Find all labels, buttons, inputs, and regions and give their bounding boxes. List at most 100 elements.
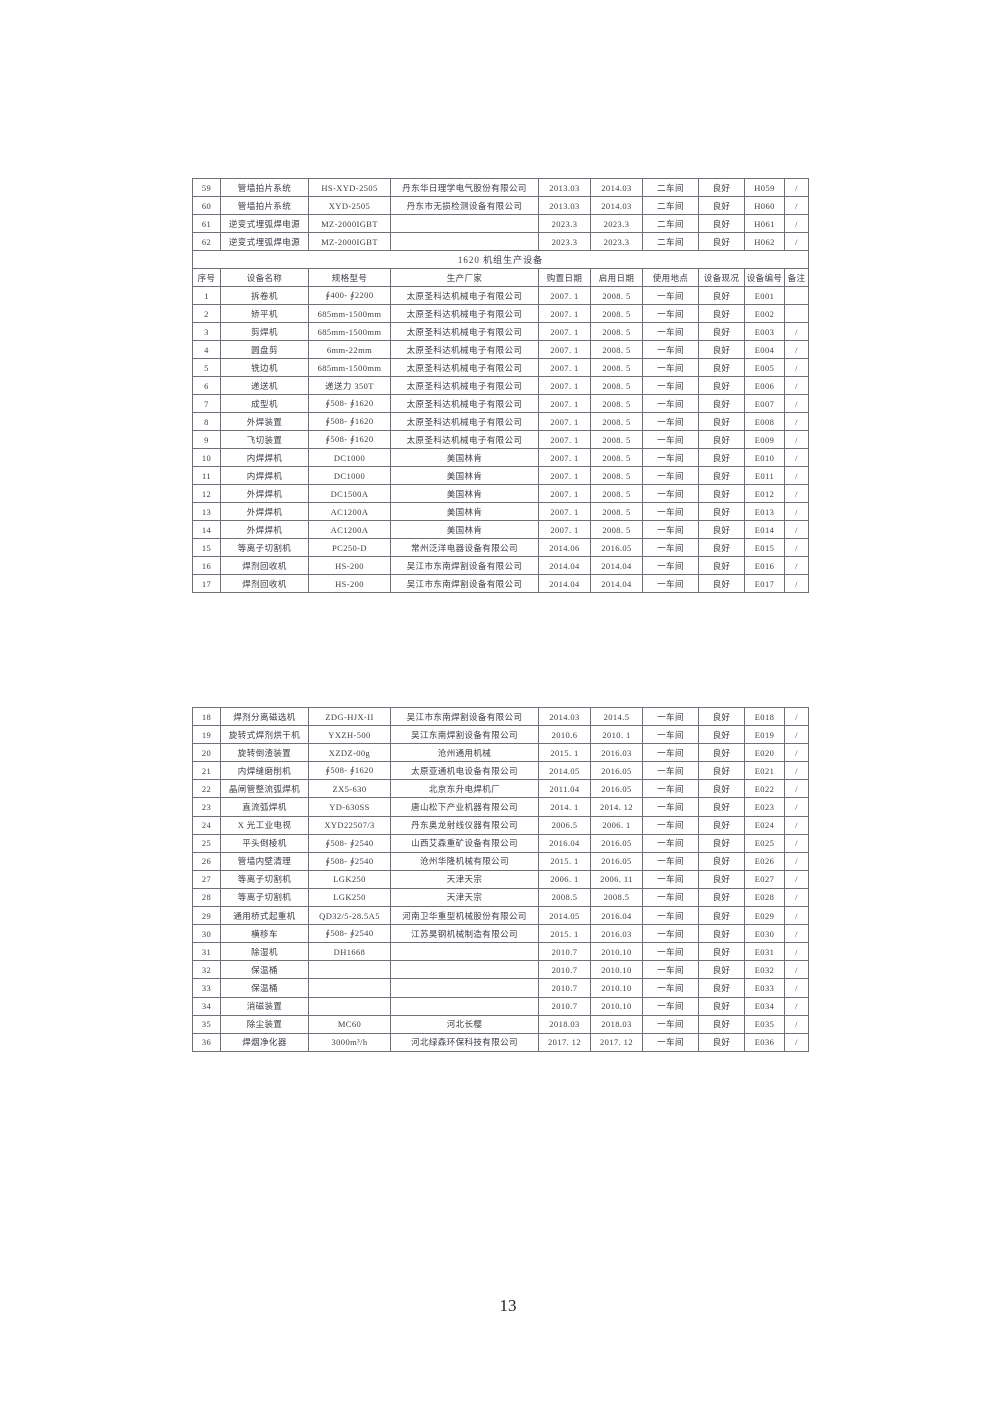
table-cell: 良好 xyxy=(698,322,745,341)
table-cell: / xyxy=(784,394,809,413)
table-cell: 24 xyxy=(192,815,221,835)
table-cell: 良好 xyxy=(698,797,745,817)
table-cell: 一车间 xyxy=(642,869,699,889)
table-cell: 2006. 11 xyxy=(590,869,643,889)
table-cell: 二车间 xyxy=(642,232,699,251)
table-cell: E013 xyxy=(744,502,785,521)
table-cell xyxy=(308,960,391,980)
table-cell: 管墙拍片系统 xyxy=(220,196,309,215)
table-cell: LGK250 xyxy=(308,887,391,908)
table-cell: 26 xyxy=(192,851,221,871)
table-cell: 良好 xyxy=(698,178,745,197)
table-cell: 2010.7 xyxy=(538,960,591,980)
table-cell: H059 xyxy=(744,178,785,197)
table-cell: 2008. 5 xyxy=(590,484,643,503)
table-cell: 2014.03 xyxy=(538,706,591,727)
table-cell: 一车间 xyxy=(642,833,699,853)
table-cell: 良好 xyxy=(698,1032,745,1052)
table-cell: 常州泛洋电器设备有限公司 xyxy=(390,538,539,557)
table-cell: 良好 xyxy=(698,887,745,908)
table-cell: 一车间 xyxy=(642,430,699,449)
table-cell: 良好 xyxy=(698,706,745,727)
table-cell: 良好 xyxy=(698,430,745,449)
table-row: 5 铣边机 685mm-1500mm 太原圣科达机械电子有限公司 2007. 1 2008… xyxy=(192,358,809,377)
table-cell: 一车间 xyxy=(642,779,699,799)
table-cell: 管墙内壁清理 xyxy=(220,851,309,871)
table-cell: 一车间 xyxy=(642,996,699,1016)
table-cell: 2007. 1 xyxy=(538,520,591,539)
table-row: 22 晶闸管整流弧焊机 ZX5-630 北京东升电焊机厂 2011.04 2016.05 一… xyxy=(192,779,809,799)
table-cell: 23 xyxy=(192,797,221,817)
table-cell: 一车间 xyxy=(642,412,699,431)
table-cell: 一车间 xyxy=(642,394,699,413)
table-cell: E029 xyxy=(744,906,785,926)
table-row: 19 旋转式焊剂烘干机 YXZH-500 吴江东南焊割设备有限公司 2010.6 2010… xyxy=(192,725,809,745)
table-cell: 2014.06 xyxy=(538,538,591,557)
table-cell: / xyxy=(784,538,809,557)
table-cell: 太原圣科达机械电子有限公司 xyxy=(390,340,539,359)
column-header: 生产厂家 xyxy=(390,268,539,287)
header-row: 序号 设备名称 规格型号 生产厂家 购置日期 启用日期 使用地点 设备现况 设备编号 备注 xyxy=(192,268,809,287)
table-cell: 2014. 12 xyxy=(590,797,643,817)
table-cell: 焊剂回收机 xyxy=(220,556,309,575)
table-cell: 2015. 1 xyxy=(538,743,591,763)
table-cell: 2014.03 xyxy=(590,196,643,215)
table-cell: 一车间 xyxy=(642,556,699,575)
table-cell: 2010.7 xyxy=(538,942,591,962)
table-cell: 良好 xyxy=(698,779,745,799)
table-cell: 通用桥式起重机 xyxy=(220,906,309,926)
table-cell: 良好 xyxy=(698,924,745,944)
table-cell: 良好 xyxy=(698,978,745,998)
table-cell: DC1000 xyxy=(308,466,391,485)
table-cell: HS-200 xyxy=(308,556,391,575)
table-cell: 一车间 xyxy=(642,538,699,557)
table-cell: 一车间 xyxy=(642,706,699,727)
table-cell: 良好 xyxy=(698,725,745,745)
table-cell: 34 xyxy=(192,996,221,1016)
table-cell: E019 xyxy=(744,725,785,745)
table-cell: 太原圣科达机械电子有限公司 xyxy=(390,358,539,377)
table-cell: 5 xyxy=(192,358,221,377)
table-cell: / xyxy=(784,797,809,817)
table-cell: / xyxy=(784,942,809,962)
table-cell: / xyxy=(784,232,809,251)
table-cell xyxy=(390,214,539,233)
table-cell: 吴江市东南焊割设备有限公司 xyxy=(390,574,539,593)
table-cell: 焊剂分离磁选机 xyxy=(220,706,309,727)
table-cell xyxy=(308,978,391,998)
table-cell: 32 xyxy=(192,960,221,980)
table-cell: 等离子切割机 xyxy=(220,538,309,557)
table-cell: 2023.3 xyxy=(590,214,643,233)
table-cell: 逆变式埋弧焊电源 xyxy=(220,232,309,251)
table-row: 34 消磁装置 2010.7 2010.10 一车间 良好 E034/ xyxy=(192,996,809,1016)
table-cell xyxy=(390,978,539,998)
table-cell: 良好 xyxy=(698,340,745,359)
table-cell: 北京东升电焊机厂 xyxy=(390,779,539,799)
table-cell: 等离子切割机 xyxy=(220,887,309,908)
table-cell: 一车间 xyxy=(642,574,699,593)
table-cell: 二车间 xyxy=(642,214,699,233)
table-cell: 1 xyxy=(192,286,221,305)
table-cell: 2008. 5 xyxy=(590,394,643,413)
column-header: 使用地点 xyxy=(642,268,699,287)
table-cell: 晶闸管整流弧焊机 xyxy=(220,779,309,799)
table-cell: 圆盘剪 xyxy=(220,340,309,359)
table-cell: 逆变式埋弧焊电源 xyxy=(220,214,309,233)
column-header: 设备现况 xyxy=(698,268,745,287)
table-cell: 2010.10 xyxy=(590,996,643,1016)
table-cell: / xyxy=(784,887,809,908)
table-cell: 一车间 xyxy=(642,797,699,817)
table-cell: 12 xyxy=(192,484,221,503)
table-cell: 2006. 1 xyxy=(590,815,643,835)
table-cell: / xyxy=(784,1032,809,1052)
table-cell: / xyxy=(784,725,809,745)
table-cell: XYD22507/3 xyxy=(308,815,391,835)
page-number: 13 xyxy=(499,1296,517,1315)
table-cell: / xyxy=(784,520,809,539)
table-cell: 2010.10 xyxy=(590,978,643,998)
table-cell: 沧州华隆机械有限公司 xyxy=(390,851,539,871)
table-cell: / xyxy=(784,869,809,889)
table-cell: 60 xyxy=(192,196,221,215)
table-cell: E036 xyxy=(744,1032,785,1052)
table-cell: 良好 xyxy=(698,520,745,539)
